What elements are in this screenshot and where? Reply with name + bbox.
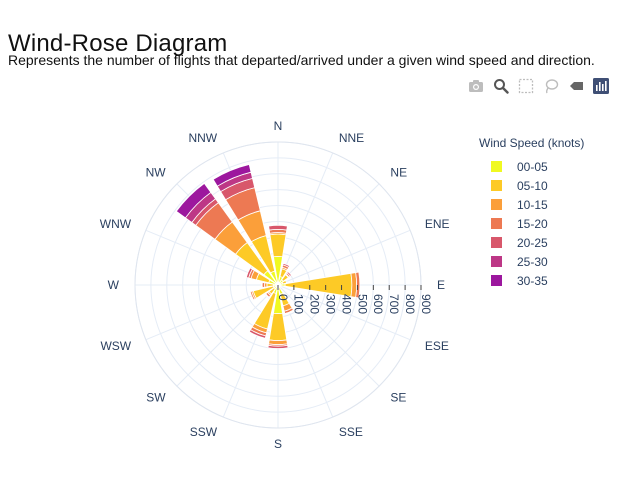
bar-segment: [175, 182, 212, 219]
direction-label: WSW: [100, 339, 131, 353]
bar-segment: [264, 293, 270, 299]
legend-swatch: [491, 218, 502, 229]
box-select-button[interactable]: [517, 77, 535, 95]
legend-swatch: [491, 180, 502, 191]
bar-segment: [260, 281, 263, 289]
zoom-icon: [494, 79, 509, 94]
angular-gridline: [277, 229, 411, 286]
direction-label: SW: [146, 390, 166, 404]
radial-tick-label: 100: [292, 294, 306, 314]
box-select-icon: [518, 78, 534, 94]
legend-title: Wind Speed (knots): [479, 136, 584, 150]
direction-label: ESE: [425, 339, 449, 353]
legend-label: 25-30: [517, 255, 548, 269]
radial-tick-label: 500: [355, 294, 369, 314]
angular-gridline: [277, 152, 334, 286]
legend-label: 20-25: [517, 236, 548, 250]
radial-tick-label: 900: [419, 294, 433, 314]
zoom-button[interactable]: [492, 77, 510, 95]
bar-segment: [268, 312, 288, 342]
radial-tick-label: 600: [371, 294, 385, 314]
direction-label: NNW: [188, 131, 217, 145]
plotly-logo-button[interactable]: [592, 77, 610, 95]
bar-segment: [282, 262, 291, 268]
legend-swatch: [491, 275, 502, 286]
legend-item: 25-30: [491, 255, 548, 269]
legend-swatch: [491, 237, 502, 248]
download-png-button[interactable]: [467, 77, 485, 95]
direction-label: NE: [390, 166, 407, 180]
radial-axis: 0 100 200 300 400 500 600 700 800 900: [276, 285, 433, 314]
direction-labels: N NNE NE ENE E ESE SE SSE S SSW SW WSW W WNW NW NNW: [100, 119, 450, 451]
autoscale-button[interactable]: [567, 77, 585, 95]
direction-label: WNW: [100, 217, 132, 231]
direction-label: SSE: [339, 425, 363, 439]
angular-gridline: [277, 284, 411, 341]
radial-tick-label: 400: [339, 294, 353, 314]
lasso-select-button[interactable]: [542, 77, 560, 95]
legend-swatch: [491, 161, 502, 172]
bar-segment: [212, 163, 252, 187]
legend-item: 10-15: [491, 198, 548, 212]
legend-label: 00-05: [517, 160, 548, 174]
lasso-icon: [545, 79, 559, 94]
direction-label: SE: [390, 390, 406, 404]
bar-segment: [281, 279, 287, 285]
page-subtitle: Represents the number of flights that de…: [8, 52, 595, 68]
bar-segment: [245, 267, 253, 279]
direction-label: NW: [146, 166, 167, 180]
radial-tick-label: 300: [323, 294, 337, 314]
bar-segment: [286, 270, 293, 277]
radial-tick-label: 800: [403, 294, 417, 314]
direction-label: E: [437, 278, 445, 292]
angular-gridline: [176, 284, 279, 387]
direction-label: N: [274, 119, 283, 133]
legend-item: 20-25: [491, 236, 548, 250]
bar-segment: [267, 344, 289, 349]
direction-label: NNE: [339, 131, 364, 145]
direction-label: S: [274, 437, 282, 451]
bars-layer: [175, 163, 361, 349]
legend: Wind Speed (knots) 00-05 05-10 10-15 15-20 20…: [479, 136, 584, 288]
radial-tick-label: 700: [387, 294, 401, 314]
angular-gridline: [277, 183, 380, 286]
bar-segment: [268, 225, 288, 231]
plotly-logo-icon: [593, 78, 609, 94]
legend-swatch: [491, 199, 502, 210]
direction-label: W: [108, 278, 120, 292]
radial-tick-label: 200: [308, 294, 322, 314]
bar-segment: [284, 309, 295, 315]
direction-label: ENE: [425, 217, 450, 231]
modebar-toolbar: [467, 76, 610, 96]
legend-item: 30-35: [491, 274, 548, 288]
page-title: Wind-Rose Diagram: [8, 30, 228, 58]
legend-label: 30-35: [517, 274, 548, 288]
legend-item: 15-20: [491, 217, 548, 231]
bar-segment: [279, 285, 283, 288]
legend-item: 00-05: [491, 160, 548, 174]
legend-swatch: [491, 256, 502, 267]
radial-tick-label: 0: [276, 294, 290, 301]
legend-item: 05-10: [491, 179, 548, 193]
eraser-icon: [570, 82, 583, 90]
legend-label: 05-10: [517, 179, 548, 193]
bar-segment: [248, 329, 267, 339]
legend-label: 10-15: [517, 198, 548, 212]
camera-icon: [469, 80, 483, 92]
legend-label: 15-20: [517, 217, 548, 231]
angular-gridline: [277, 284, 380, 387]
bar-segment: [249, 290, 256, 301]
direction-label: SSW: [190, 425, 218, 439]
